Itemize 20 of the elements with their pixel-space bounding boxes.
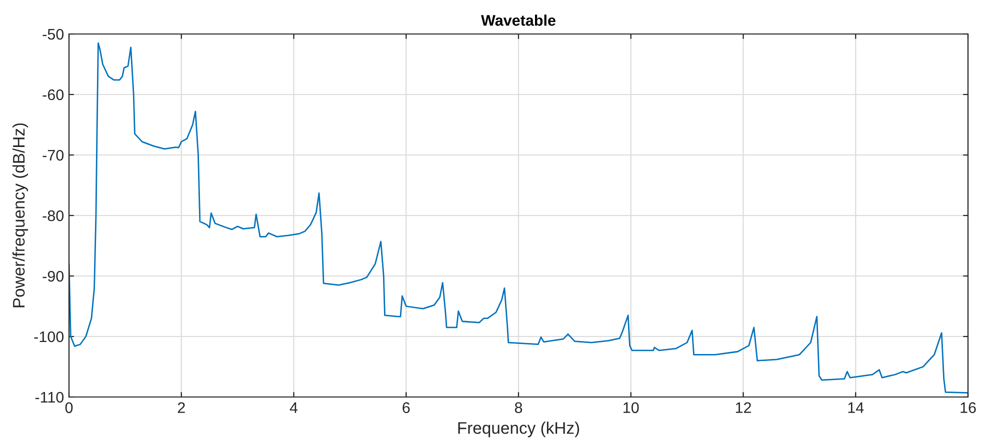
y-tick-label: -110 (35, 392, 64, 403)
y-axis-title: Power/frequency (dB/Hz) (12, 123, 28, 308)
y-tick-label: -100 (34, 331, 64, 342)
y-tick-label: -80 (42, 210, 64, 222)
x-tick-label: 4 (290, 402, 298, 413)
chart-title: Wavetable (481, 14, 556, 26)
x-tick-label: 14 (848, 402, 864, 413)
x-tick-label: 12 (736, 402, 751, 413)
x-tick-label: 8 (514, 402, 522, 414)
line-series (69, 42, 968, 394)
x-tick-label: 10 (624, 402, 639, 414)
x-tick-label: 6 (402, 402, 410, 414)
x-tick-label: 2 (178, 402, 185, 413)
x-tick-label: 16 (960, 402, 976, 414)
x-axis-title: Frequency (kHz) (458, 422, 580, 438)
y-tick-label: -90 (42, 270, 64, 282)
y-tick-label: -50 (42, 28, 64, 40)
y-tick-label: -60 (42, 89, 64, 100)
x-tick-label: 0 (65, 402, 73, 414)
y-tick-label: -70 (42, 150, 64, 161)
